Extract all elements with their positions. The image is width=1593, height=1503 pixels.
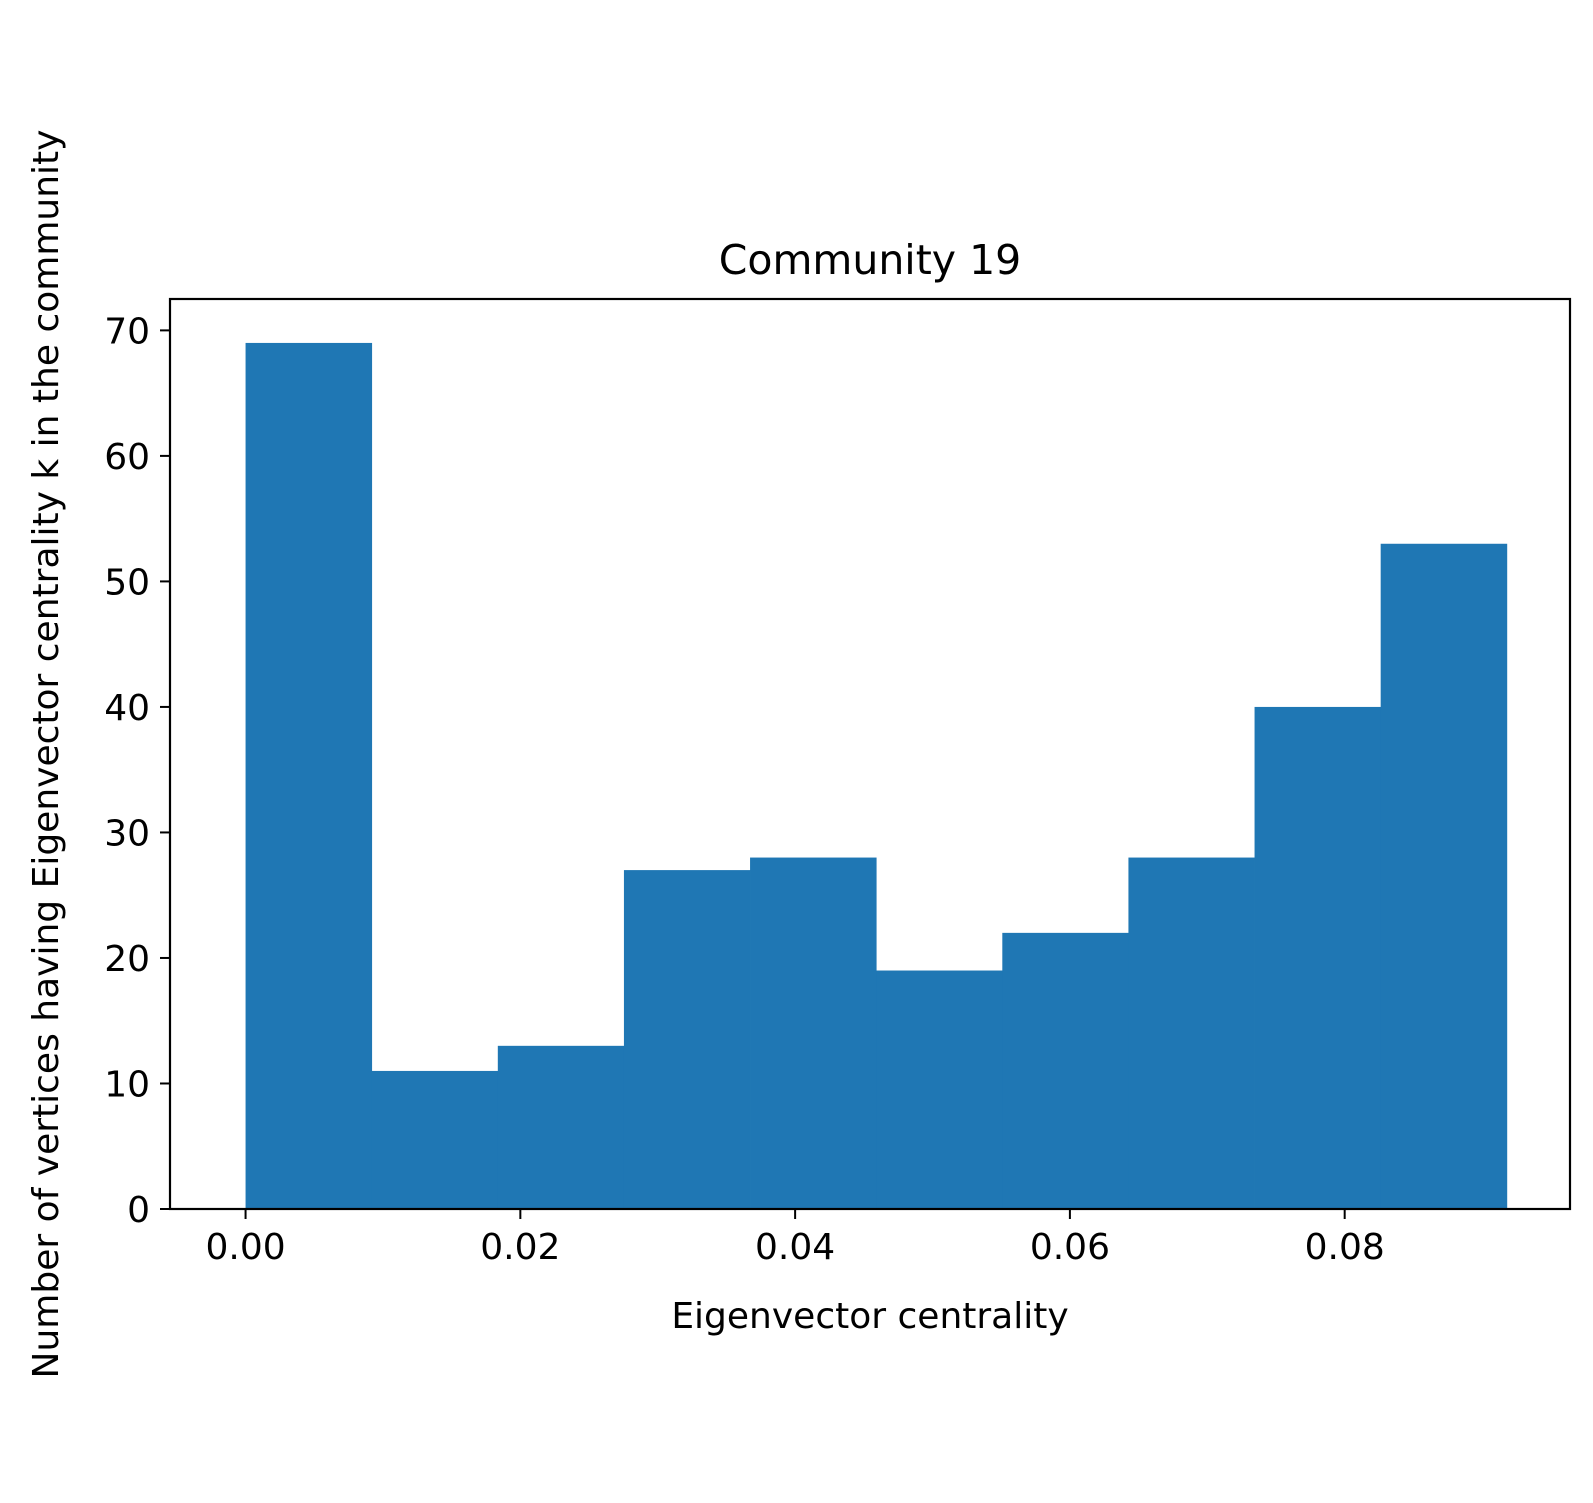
plot-frame [168, 297, 1572, 1211]
histogram-bars [245, 342, 1508, 1209]
histogram-bar [1128, 857, 1255, 1209]
histogram-bar [497, 1045, 625, 1209]
chart-title: Community 19 [719, 236, 1022, 284]
histogram-bar [1380, 543, 1508, 1209]
x-tick-label: 0.06 [1030, 1227, 1110, 1268]
histogram-bar [371, 1070, 499, 1209]
y-tick-label: 30 [104, 813, 150, 854]
x-axis-label: Eigenvector centrality [671, 1296, 1068, 1337]
x-tick-label: 0.04 [755, 1227, 835, 1268]
y-tick-label: 0 [127, 1190, 150, 1231]
x-tick-label: 0.00 [205, 1227, 285, 1268]
x-tick-label: 0.02 [480, 1227, 560, 1268]
histogram-bar [876, 970, 1003, 1209]
histogram-bar [623, 870, 751, 1209]
y-tick-label: 10 [104, 1064, 150, 1105]
x-tick-label: 0.08 [1305, 1227, 1385, 1268]
x-axis-ticks: 0.00 0.02 0.04 0.06 0.08 [205, 1209, 1385, 1268]
y-tick-label: 40 [104, 688, 150, 729]
histogram-bar [245, 342, 373, 1209]
y-axis-label: Number of vertices having Eigenvector ce… [26, 130, 67, 1379]
histogram-bar [1254, 706, 1382, 1209]
histogram-bar [750, 857, 877, 1209]
y-tick-label: 60 [104, 437, 150, 478]
y-tick-label: 20 [104, 939, 150, 980]
histogram-bar [1002, 932, 1129, 1209]
y-tick-label: 70 [104, 311, 150, 352]
y-axis-ticks: 0 10 20 30 40 50 60 70 [104, 311, 170, 1231]
y-tick-label: 50 [104, 562, 150, 603]
